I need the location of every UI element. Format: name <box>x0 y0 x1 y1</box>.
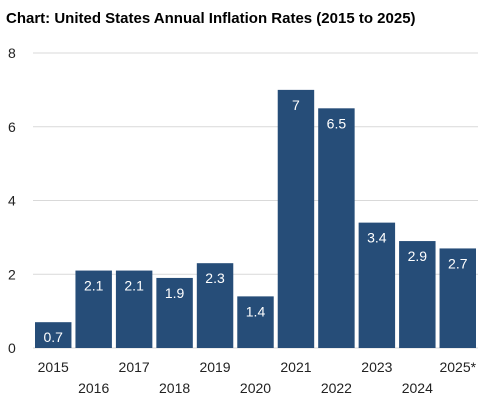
y-tick-label: 8 <box>8 45 16 61</box>
y-tick-label: 0 <box>8 340 16 356</box>
data-label: 2.3 <box>205 270 225 286</box>
bar <box>318 108 355 348</box>
bar <box>35 322 72 348</box>
x-tick-label: 2023 <box>361 359 392 375</box>
data-label: 0.7 <box>43 329 63 345</box>
bar <box>75 270 112 348</box>
data-label: 3.4 <box>367 230 387 246</box>
data-label: 2.7 <box>448 255 468 271</box>
x-tick-label: 2019 <box>199 359 230 375</box>
y-tick-label: 4 <box>8 193 16 209</box>
y-tick-label: 2 <box>8 266 16 282</box>
x-tick-label: 2025* <box>439 359 476 375</box>
value-labels: 0.7 2.1 2.1 1.9 2.3 1.4 7 6.5 3.4 2.9 2.7 <box>43 97 467 345</box>
bars <box>35 89 476 348</box>
data-label: 2.1 <box>124 278 144 294</box>
bar <box>156 277 193 348</box>
y-tick-label: 6 <box>8 119 16 135</box>
x-tick-label: 2024 <box>402 380 433 396</box>
data-label: 7 <box>292 97 300 113</box>
bar <box>358 222 396 348</box>
data-label: 1.9 <box>165 285 185 301</box>
x-tick-label: 2022 <box>321 380 352 396</box>
bar <box>439 248 476 348</box>
data-label: 6.5 <box>327 115 347 131</box>
x-tick-label: 2017 <box>119 359 150 375</box>
x-tick-label: 2015 <box>38 359 69 375</box>
data-label: 2.9 <box>408 248 428 264</box>
bar <box>115 270 153 348</box>
bar <box>277 89 315 348</box>
x-tick-label: 2020 <box>240 380 271 396</box>
data-label: 2.1 <box>84 278 104 294</box>
chart-title: Chart: United States Annual Inflation Ra… <box>6 10 416 27</box>
bar <box>196 263 234 348</box>
x-tick-label: 2016 <box>78 380 109 396</box>
bar <box>237 296 274 348</box>
axis-labels: 0 2 4 6 8 2015 2016 2017 2018 2019 2020 2021 2022 202… <box>8 45 477 396</box>
data-label: 1.4 <box>246 303 266 319</box>
bar <box>399 241 436 348</box>
x-tick-label: 2018 <box>159 380 190 396</box>
x-tick-label: 2021 <box>280 359 311 375</box>
